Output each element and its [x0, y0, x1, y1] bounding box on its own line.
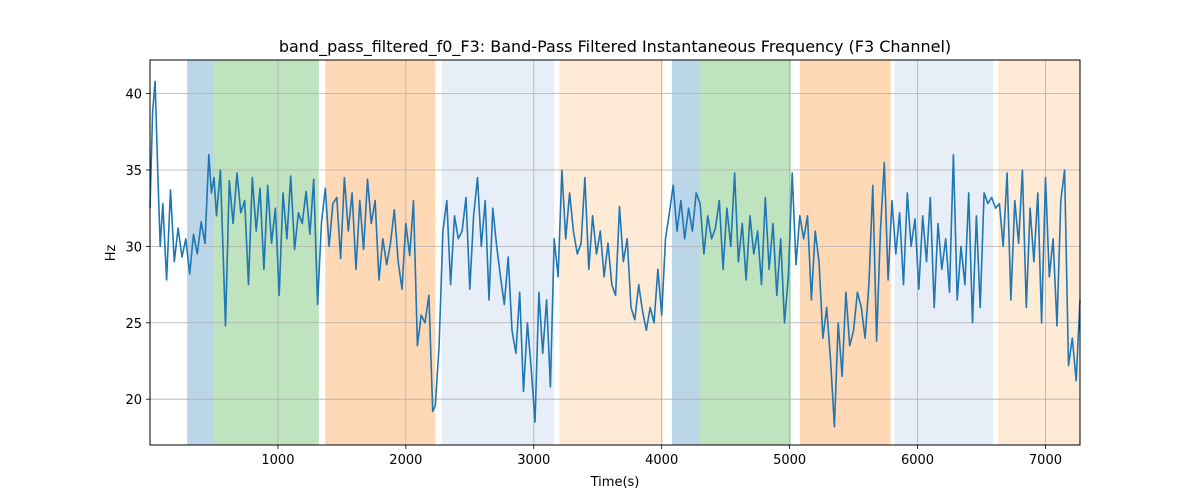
- x-tick-label: 3000: [517, 453, 550, 468]
- chart-title: band_pass_filtered_f0_F3: Band-Pass Filt…: [279, 37, 951, 57]
- band-5: [559, 60, 663, 445]
- x-tick-label: 6000: [901, 453, 934, 468]
- x-axis-title: Time(s): [590, 475, 640, 490]
- y-axis-ticks: 20 25 30 35 40: [125, 88, 150, 408]
- band-6: [671, 60, 701, 445]
- series-layer: [149, 80, 1081, 428]
- x-tick-label: 1000: [261, 453, 294, 468]
- y-tick-label: 25: [125, 317, 142, 332]
- y-tick-label: 35: [125, 164, 142, 179]
- plot-frame: [149, 59, 1081, 446]
- x-axis-ticks: 1000 2000 3000 4000 5000 6000 7000: [261, 445, 1062, 468]
- band-2: [213, 60, 319, 445]
- series-line-1: [149, 80, 1081, 428]
- x-tick-label: 4000: [645, 453, 678, 468]
- y-axis-title: Hz: [104, 245, 119, 262]
- x-tick-label: 7000: [1029, 453, 1062, 468]
- band-3: [325, 60, 436, 445]
- x-tick-label: 5000: [773, 453, 806, 468]
- x-tick-label: 2000: [389, 453, 422, 468]
- y-tick-label: 30: [125, 240, 142, 255]
- band-7: [700, 60, 791, 445]
- band-8: [799, 60, 891, 445]
- y-tick-label: 40: [125, 88, 142, 103]
- y-tick-label: 20: [125, 393, 142, 408]
